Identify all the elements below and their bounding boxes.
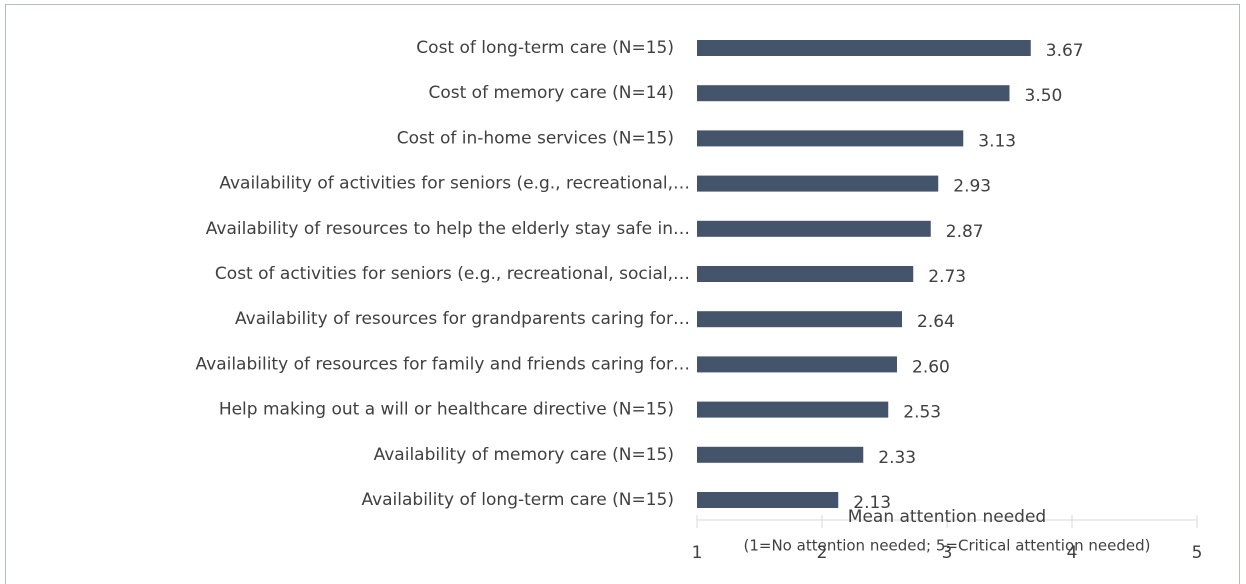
y-tick-label: Availability of long-term care (N=15) — [361, 490, 674, 510]
bar — [697, 356, 897, 373]
x-axis-title: Mean attention needed — [848, 507, 1046, 527]
y-tick-label: Cost of memory care (N=14) — [428, 83, 674, 103]
bar — [697, 401, 889, 418]
value-label: 2.73 — [928, 267, 966, 287]
bar — [697, 266, 914, 282]
x-tick-label: 3 — [942, 543, 953, 563]
y-tick-label: Cost of long-term care (N=15) — [416, 38, 674, 58]
bar — [697, 492, 839, 508]
value-label: 3.13 — [978, 131, 1016, 151]
chart-border — [5, 4, 1240, 584]
value-label: 2.93 — [953, 177, 991, 197]
x-axis-subtitle: (1=No attention needed; 5=Critical atten… — [744, 537, 1151, 555]
bar — [697, 85, 1010, 102]
value-label: 3.67 — [1046, 41, 1084, 61]
bar — [697, 220, 931, 237]
value-label: 2.64 — [917, 312, 955, 332]
x-tick-label: 5 — [1192, 543, 1203, 563]
y-tick-label: Availability of activities for seniors (… — [219, 174, 690, 194]
value-label: 3.50 — [1025, 86, 1063, 106]
value-label: 2.87 — [946, 222, 984, 242]
y-tick-label: Availability of resources for grandparen… — [235, 309, 690, 329]
bar — [697, 175, 939, 192]
bar — [697, 130, 964, 147]
y-tick-label: Availability of resources to help the el… — [206, 219, 690, 239]
value-label: 2.53 — [903, 403, 941, 423]
y-tick-label: Help making out a will or healthcare dir… — [219, 400, 674, 420]
bar — [697, 446, 864, 463]
x-tick-label: 1 — [692, 543, 703, 563]
x-tick-label: 2 — [817, 543, 828, 563]
value-label: 2.33 — [878, 448, 916, 468]
value-label: 2.60 — [912, 357, 950, 377]
value-label: 2.13 — [853, 493, 891, 513]
y-tick-label: Cost of in-home services (N=15) — [397, 128, 674, 148]
y-tick-label: Cost of activities for seniors (e.g., re… — [215, 264, 690, 284]
bar — [697, 311, 902, 328]
y-tick-label: Availability of resources for family and… — [196, 354, 691, 374]
bar — [697, 40, 1031, 56]
x-tick-label: 4 — [1067, 543, 1078, 563]
y-tick-label: Availability of memory care (N=15) — [374, 445, 674, 465]
